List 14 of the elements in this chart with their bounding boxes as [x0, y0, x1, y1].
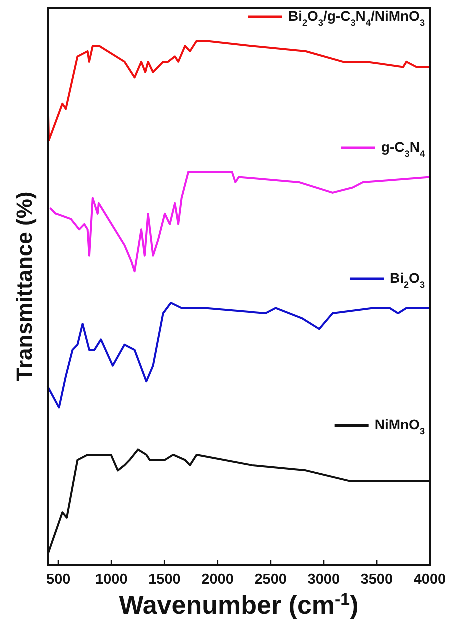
x-tick-label: 1000	[96, 572, 128, 588]
x-tick-label: 500	[46, 572, 71, 588]
y-axis-title: Transmittance (%)	[12, 192, 37, 382]
text: Bi$_{2}$O$_{3}$/g-C$_{3}$N$_{4}$/NiMnO$_{3}$	[288, 8, 425, 28]
legend-label: Bi$_{2}$O$_{3}$	[390, 270, 425, 290]
x-tick-label: 2000	[202, 572, 234, 588]
x-tick-label: 4000	[414, 572, 446, 588]
x-tick-label: 3500	[360, 572, 394, 588]
x-tick-label: 2500	[254, 572, 287, 588]
x-tick-label: 1500	[148, 572, 181, 588]
legend-label: g-C$_{3}$N$_{4}$	[381, 139, 426, 159]
x-tick-label: 3000	[308, 572, 340, 588]
legend-label: NiMnO$_{3}$	[374, 416, 425, 437]
x-axis-title: Wavenumber (cm$^{-1}$)	[119, 590, 359, 620]
